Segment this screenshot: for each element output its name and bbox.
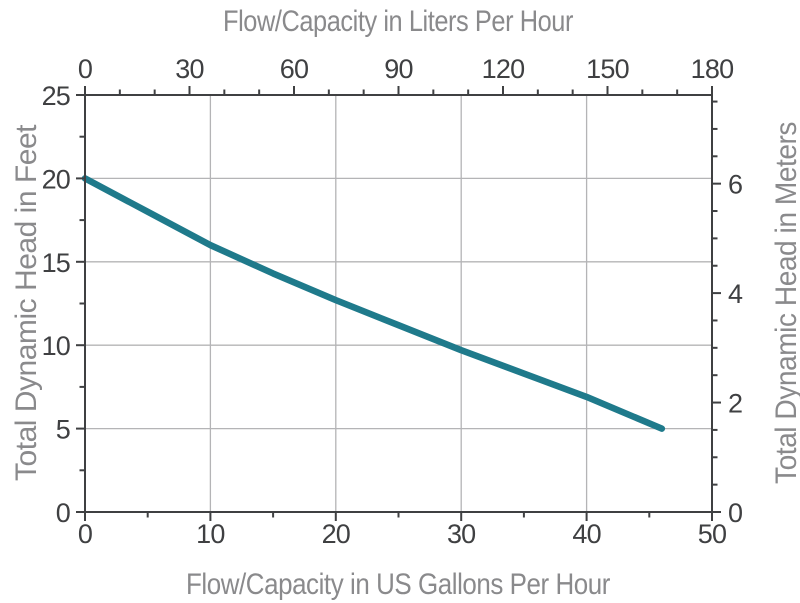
right-axis-tick-label: 2 <box>728 389 742 419</box>
left-axis-tick-label: 15 <box>42 248 70 278</box>
pump-curve-line <box>81 175 666 432</box>
tick-labels: 0 10 20 30 40 500 30 60 90 120 150 1800510152025024… <box>42 54 744 549</box>
top-axis-tick-label: 120 <box>482 54 525 84</box>
top-axis-tick-label: 60 <box>280 54 308 84</box>
left-axis-tick-label: 0 <box>56 498 70 528</box>
left-axis-tick-label: 10 <box>42 331 70 361</box>
right-axis-tick-label: 4 <box>728 279 743 309</box>
tick-marks <box>76 86 721 521</box>
bottom-axis-tick-label: 10 <box>196 519 224 549</box>
chart-plot-area: 0 10 20 30 40 500 30 60 90 120 150 1800510152025024… <box>42 54 744 549</box>
top-axis-title: Flow/Capacity in Liters Per Hour <box>223 5 573 38</box>
top-axis-tick-label: 180 <box>691 54 734 84</box>
top-axis-tick-label: 0 <box>78 54 92 84</box>
top-axis-tick-label: 150 <box>586 54 629 84</box>
bottom-axis-tick-label: 50 <box>698 519 726 549</box>
right-axis-title: Total Dynamic Head in Meters <box>770 122 800 484</box>
gridlines <box>85 95 712 512</box>
top-axis-tick-label: 90 <box>384 54 412 84</box>
bottom-axis-tick-label: 30 <box>447 519 475 549</box>
right-axis-tick-label: 0 <box>728 498 742 528</box>
bottom-axis-tick-label: 20 <box>322 519 350 549</box>
bottom-axis-tick-label: 0 <box>78 519 92 549</box>
right-axis-tick-label: 6 <box>728 170 742 200</box>
left-axis-tick-label: 5 <box>56 415 70 445</box>
bottom-axis-title: Flow/Capacity in US Gallons Per Hour <box>186 568 610 601</box>
top-axis-tick-label: 30 <box>175 54 203 84</box>
left-axis-title: Total Dynamic Head in Feet <box>10 124 43 481</box>
bottom-axis-tick-label: 40 <box>572 519 600 549</box>
left-axis-tick-label: 25 <box>42 81 70 111</box>
axes-frame <box>84 94 713 513</box>
left-axis-tick-label: 20 <box>42 164 70 194</box>
